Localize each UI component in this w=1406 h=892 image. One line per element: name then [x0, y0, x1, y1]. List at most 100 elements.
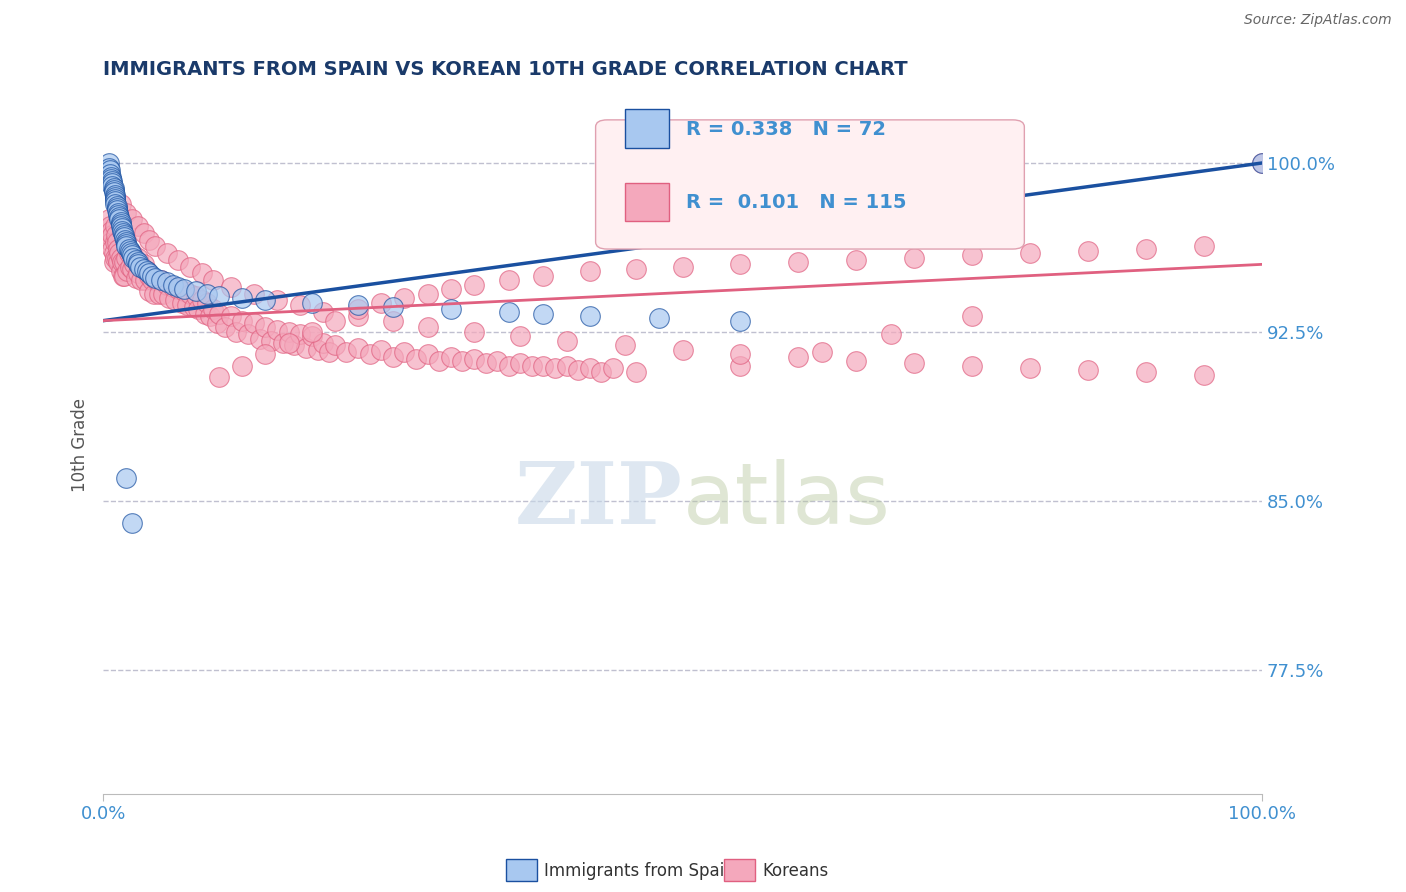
Point: [179, 260, 201, 274]
Point: [117, 246, 139, 260]
Point: [219, 309, 242, 323]
Point: [307, 343, 329, 357]
Point: [127, 251, 149, 265]
Point: [136, 264, 159, 278]
Point: [544, 361, 567, 376]
Point: [156, 277, 179, 292]
Point: [124, 252, 146, 267]
Point: [845, 354, 868, 368]
Point: [323, 313, 346, 327]
Point: [254, 347, 277, 361]
Point: [671, 343, 693, 357]
Point: [184, 285, 207, 299]
Point: [127, 219, 149, 233]
Point: [602, 361, 624, 376]
Point: [288, 327, 311, 342]
Point: [187, 302, 209, 317]
Point: [613, 338, 636, 352]
Point: [347, 309, 370, 323]
Point: [143, 271, 166, 285]
Point: [97, 212, 120, 227]
Point: [163, 293, 186, 308]
Point: [115, 251, 138, 265]
Point: [104, 251, 127, 265]
Point: [787, 255, 810, 269]
Point: [101, 228, 124, 243]
Point: [107, 208, 129, 222]
Point: [115, 237, 138, 252]
Point: [416, 320, 439, 334]
Point: [903, 251, 925, 265]
Point: [591, 366, 613, 380]
Point: [141, 268, 163, 283]
Point: [231, 291, 253, 305]
Point: [567, 363, 589, 377]
Point: [730, 257, 752, 271]
Point: [111, 221, 134, 235]
Point: [121, 516, 143, 531]
Point: [578, 264, 600, 278]
Point: [509, 356, 531, 370]
Point: [118, 244, 141, 258]
Point: [132, 257, 155, 271]
Point: [787, 350, 810, 364]
Point: [111, 226, 134, 240]
Point: [498, 273, 520, 287]
Point: [105, 235, 128, 249]
Point: [124, 257, 146, 271]
Text: ZIP: ZIP: [515, 458, 682, 542]
Point: [381, 313, 404, 327]
Point: [120, 246, 142, 260]
Point: [498, 304, 520, 318]
Point: [122, 251, 145, 265]
Point: [416, 286, 439, 301]
Point: [960, 248, 983, 262]
Point: [624, 261, 647, 276]
Point: [150, 273, 173, 287]
Point: [162, 277, 184, 292]
Point: [115, 471, 138, 485]
Point: [127, 257, 149, 271]
Point: [335, 345, 357, 359]
Point: [1192, 239, 1215, 253]
Point: [533, 307, 555, 321]
Point: [156, 246, 179, 260]
Point: [121, 261, 143, 276]
Point: [295, 341, 318, 355]
Point: [440, 282, 463, 296]
Point: [127, 266, 149, 280]
FancyBboxPatch shape: [624, 183, 669, 221]
Point: [266, 293, 288, 308]
Point: [100, 171, 122, 186]
Point: [179, 286, 201, 301]
Point: [104, 228, 127, 243]
Point: [110, 251, 132, 265]
Point: [103, 183, 125, 197]
Point: [578, 361, 600, 376]
Point: [1019, 246, 1042, 260]
Point: [463, 277, 485, 292]
Point: [143, 286, 166, 301]
Point: [730, 347, 752, 361]
Point: [1019, 361, 1042, 376]
Point: [108, 212, 131, 227]
Point: [98, 162, 121, 177]
Point: [117, 242, 139, 256]
Point: [110, 214, 132, 228]
Point: [208, 370, 231, 384]
Point: [197, 286, 219, 301]
Point: [138, 233, 160, 247]
Point: [347, 341, 370, 355]
Point: [1192, 368, 1215, 382]
Point: [1251, 156, 1274, 170]
Point: [101, 174, 124, 188]
Point: [283, 338, 305, 352]
Point: [208, 307, 231, 321]
Point: [104, 190, 127, 204]
Point: [112, 268, 135, 283]
Point: [301, 325, 323, 339]
Point: [156, 276, 179, 290]
Point: [101, 242, 124, 256]
Point: [183, 300, 205, 314]
Point: [167, 282, 190, 296]
